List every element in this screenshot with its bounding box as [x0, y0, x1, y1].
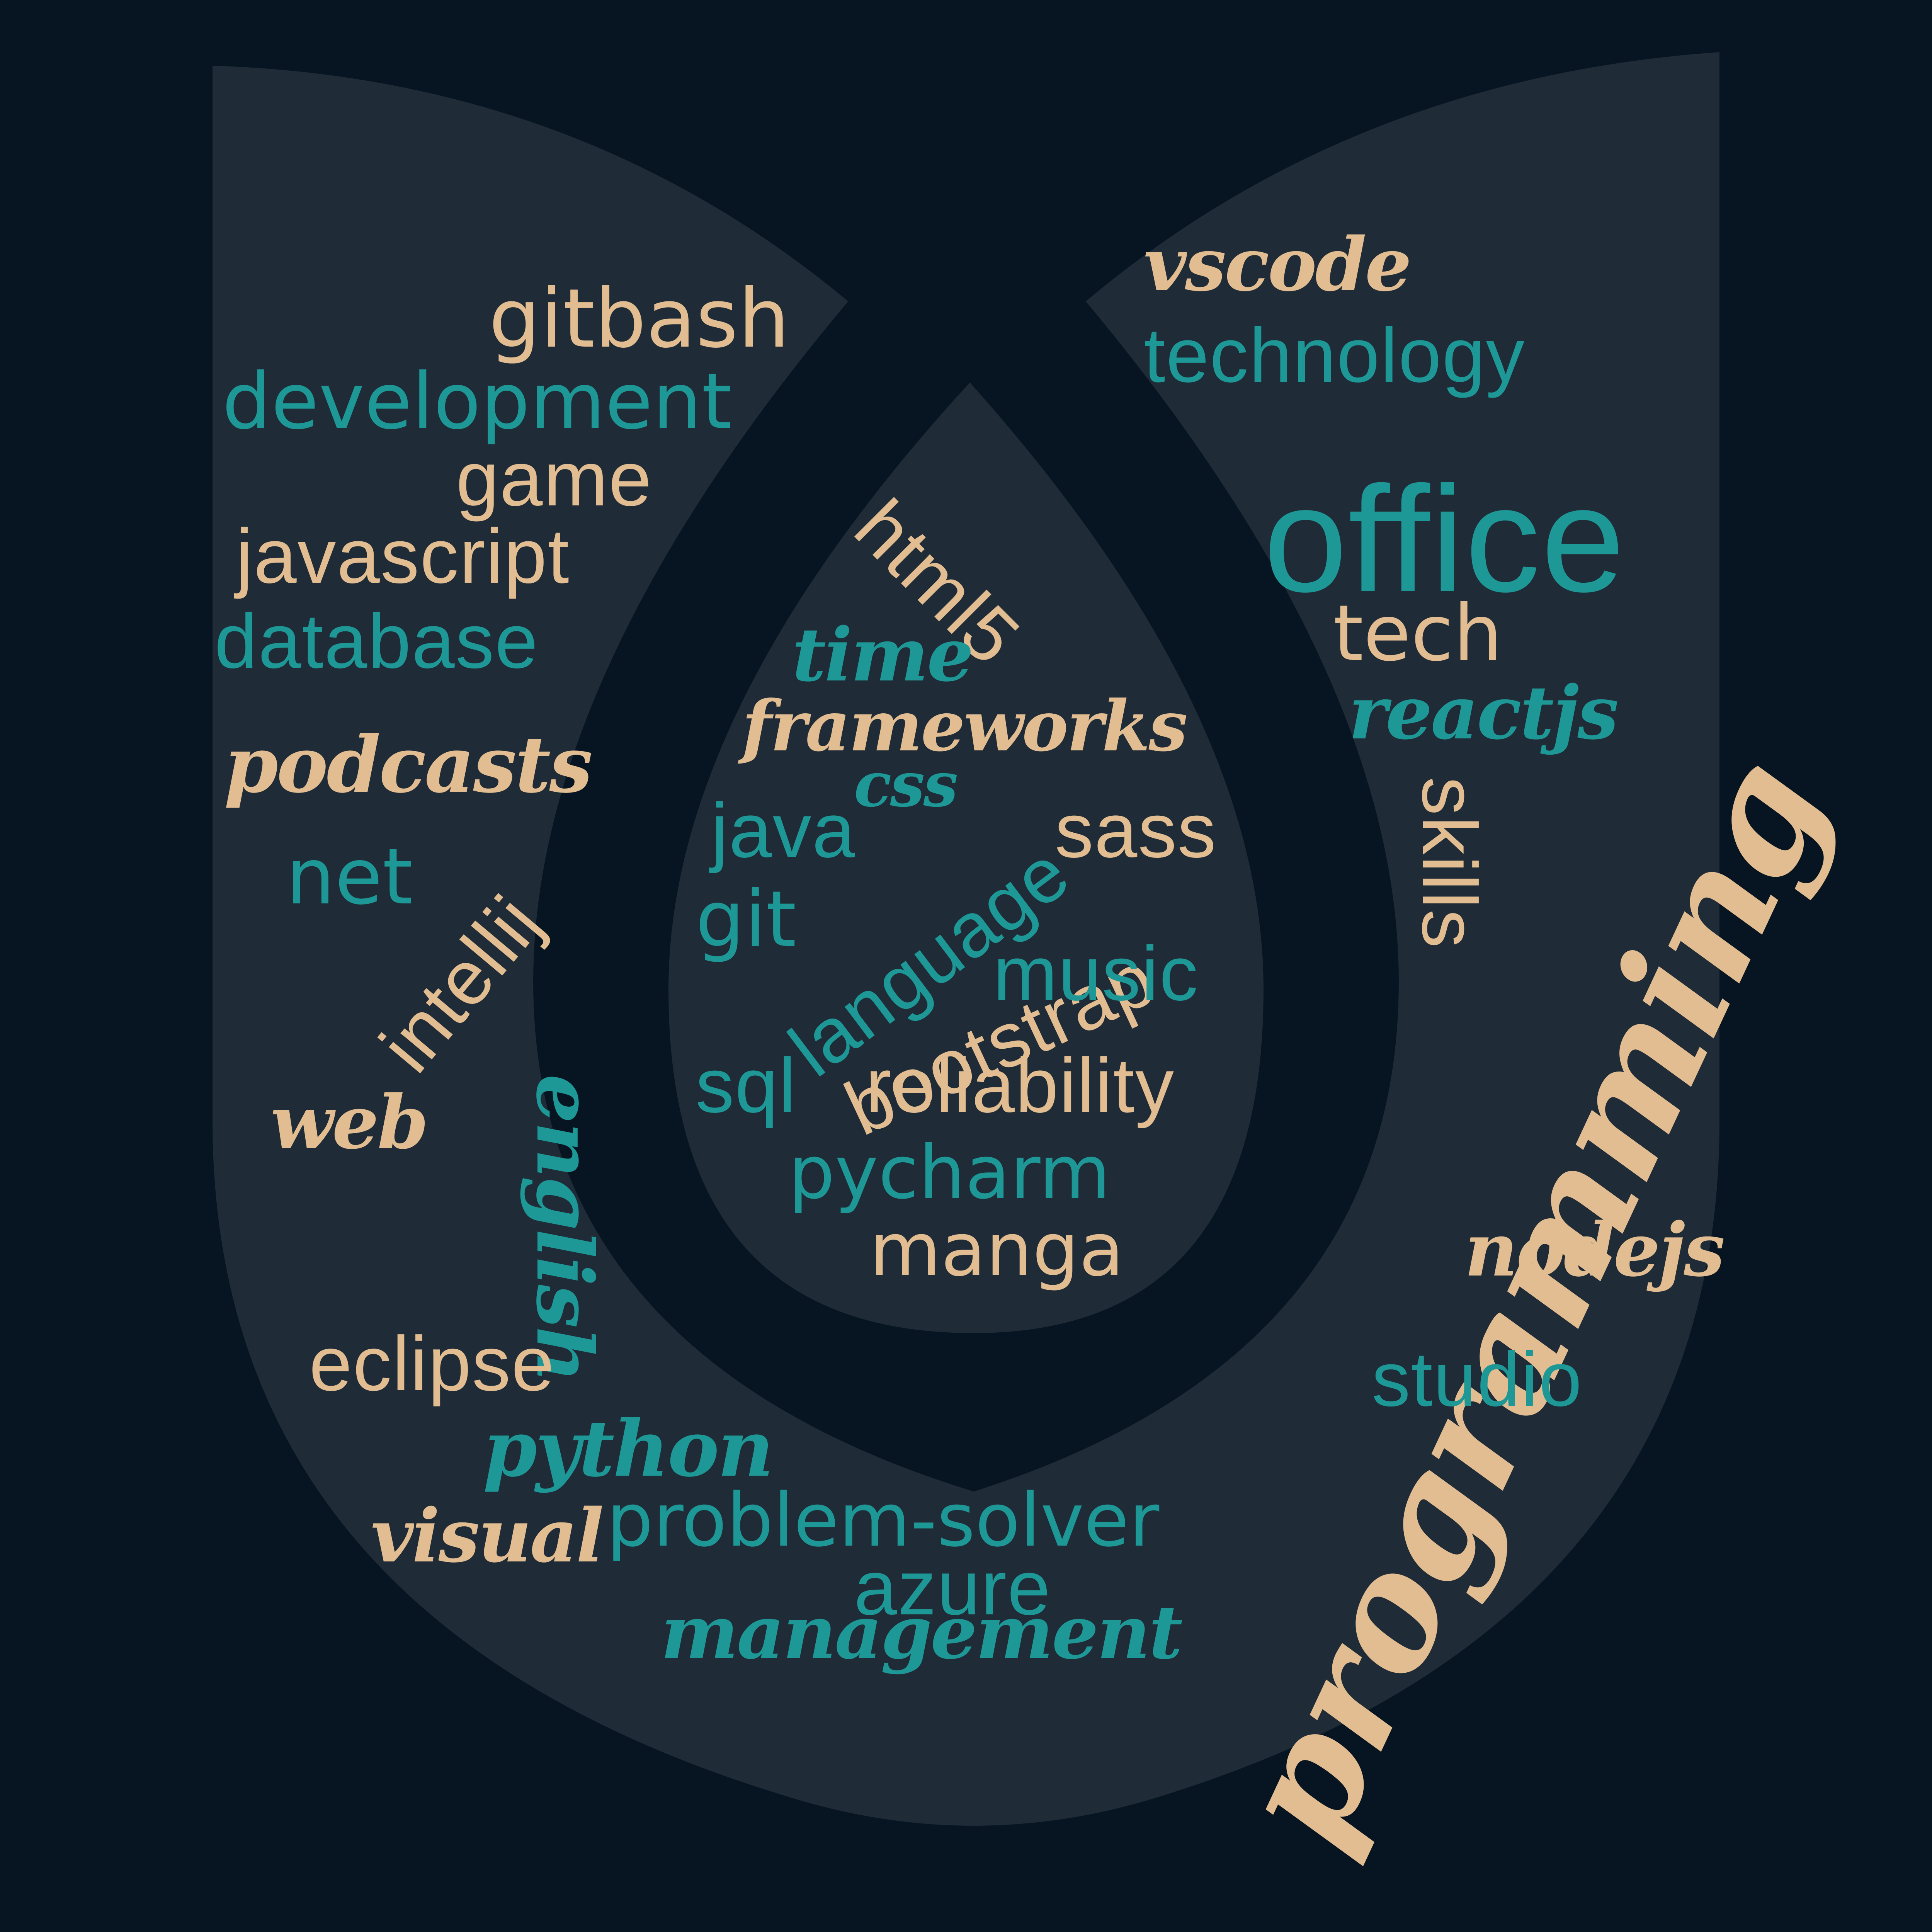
word-git: git	[696, 874, 796, 964]
word-css: css	[854, 748, 958, 821]
word-management: management	[661, 1589, 1183, 1675]
word-java: java	[711, 787, 856, 874]
word-office: office	[1264, 455, 1626, 623]
word-reactjs: reactjs	[1349, 670, 1619, 756]
word-gitbash: gitbash	[489, 271, 790, 366]
word-studio: studio	[1372, 1336, 1583, 1422]
word-vscode: vscode	[1144, 221, 1412, 308]
word-sql: sql	[696, 1043, 797, 1129]
word-development: development	[222, 357, 732, 447]
word-skills: skills	[1406, 777, 1492, 949]
word-manga: manga	[869, 1207, 1124, 1293]
word-visual: visual	[371, 1493, 604, 1579]
word-javascript: javascript	[236, 513, 570, 599]
word-tech: tech	[1333, 588, 1503, 679]
word-net: net	[286, 832, 413, 922]
word-reliability: reliability	[866, 1043, 1175, 1129]
word-time: time	[792, 612, 974, 698]
word-game: game	[456, 436, 653, 522]
word-python: python	[483, 1403, 774, 1494]
word-web: web	[270, 1079, 429, 1165]
word-problem-solver: problem-solver	[607, 1478, 1160, 1563]
outer-u-shape	[213, 52, 1719, 1826]
word-database: database	[214, 598, 539, 684]
word-pycharm: pycharm	[788, 1130, 1111, 1215]
inner-drop-shape	[668, 383, 1264, 1333]
word-nodejs: nodejs	[1464, 1207, 1725, 1293]
word-podcasts: podcasts	[224, 719, 593, 810]
word-music: music	[993, 930, 1199, 1017]
word-frameworks: frameworks	[742, 685, 1188, 767]
word-azure: azure	[854, 1545, 1051, 1631]
word-eclipse: eclipse	[309, 1321, 555, 1407]
word-technology: technology	[1144, 312, 1526, 398]
word-sass: sass	[1055, 787, 1217, 874]
